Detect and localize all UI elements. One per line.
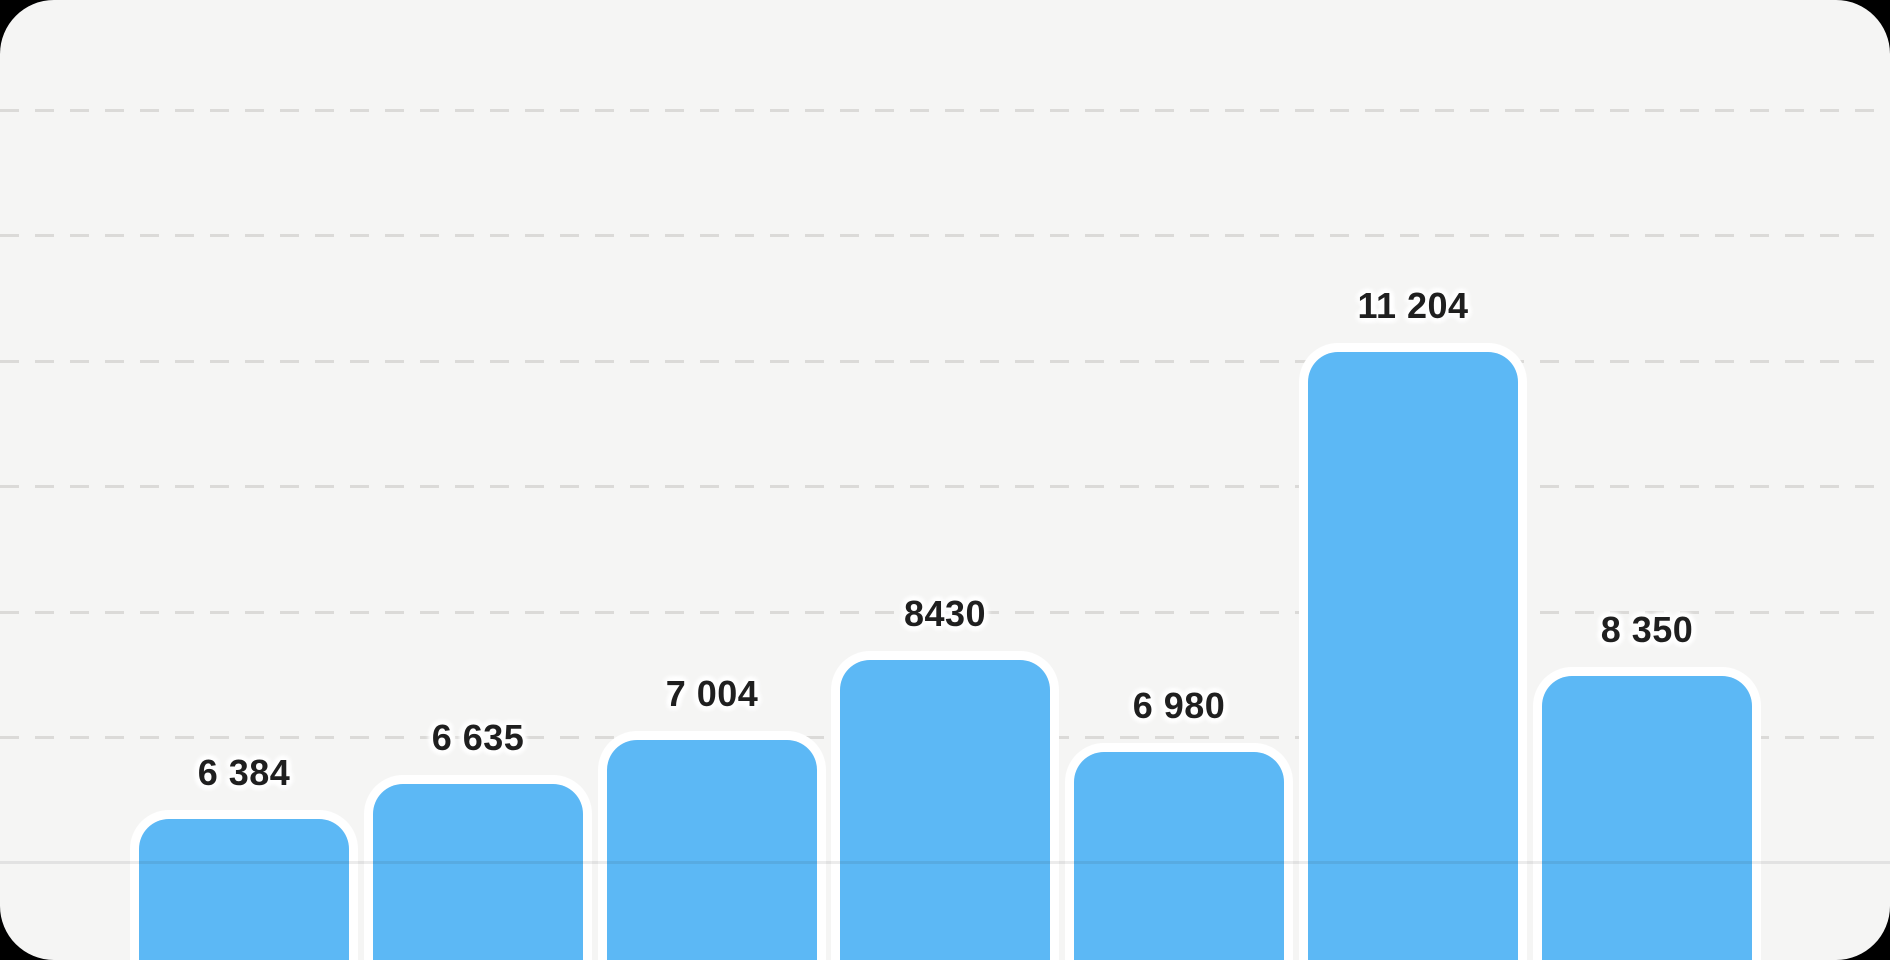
bar-value-label-3: 8430 — [903, 593, 987, 634]
bar-0[interactable] — [139, 819, 349, 960]
bar-group-4: 6 980 — [1074, 0, 1284, 960]
dashed-gridline-4 — [0, 611, 1890, 614]
bar-group-6: 8 350 — [1542, 0, 1752, 960]
bar-value-label-5: 11 204 — [1357, 285, 1469, 326]
axis-baseline — [0, 861, 1890, 864]
bar-group-5: 11 204 — [1308, 0, 1518, 960]
bar-group-2: 7 004 — [607, 0, 817, 960]
dashed-gridline-2 — [0, 360, 1890, 363]
dashed-gridline-1 — [0, 234, 1890, 237]
bar-4[interactable] — [1074, 752, 1284, 960]
bar-group-1: 6 635 — [373, 0, 583, 960]
bar-group-3: 8430 — [840, 0, 1050, 960]
dashed-gridline-3 — [0, 485, 1890, 488]
bar-value-label-0: 6 384 — [197, 752, 291, 793]
bar-value-label-1: 6 635 — [431, 717, 525, 758]
bar-group-0: 6 384 — [139, 0, 349, 960]
bar-1[interactable] — [373, 784, 583, 960]
dashed-gridline-0 — [0, 109, 1890, 112]
bar-value-label-2: 7 004 — [665, 673, 759, 714]
bar-6[interactable] — [1542, 676, 1752, 960]
bar-value-label-4: 6 980 — [1132, 685, 1226, 726]
bar-5[interactable] — [1308, 352, 1518, 960]
bar-value-label-6: 8 350 — [1600, 609, 1694, 650]
bar-2[interactable] — [607, 740, 817, 960]
bar-3[interactable] — [840, 660, 1050, 960]
